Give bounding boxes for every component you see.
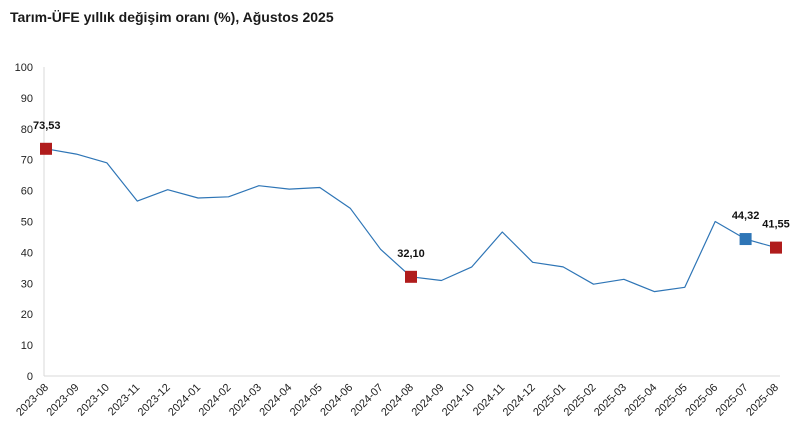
x-tick-label: 2025-08 xyxy=(744,382,781,419)
x-tick-label: 2025-07 xyxy=(714,382,751,419)
x-tick-label: 2025-03 xyxy=(592,382,629,419)
x-tick-label: 2024-06 xyxy=(318,382,355,419)
x-tick-label: 2024-04 xyxy=(257,382,294,419)
y-tick-label: 20 xyxy=(21,309,33,321)
y-tick-label: 30 xyxy=(21,278,33,290)
y-tick-label: 40 xyxy=(21,247,33,259)
x-tick-label: 2023-09 xyxy=(45,382,82,419)
x-tick-label: 2024-08 xyxy=(379,382,416,419)
x-tick-label: 2024-02 xyxy=(197,382,234,419)
x-tick-label: 2025-04 xyxy=(622,382,659,419)
y-tick-label: 80 xyxy=(21,124,33,136)
x-tick-label: 2024-03 xyxy=(227,382,264,419)
x-axis-ticks: 2023-082023-092023-102023-112023-122024-… xyxy=(14,382,781,419)
x-tick-label: 2024-12 xyxy=(501,382,538,419)
series-layer xyxy=(45,148,777,293)
x-tick-label: 2025-01 xyxy=(531,382,568,419)
x-tick-label: 2024-01 xyxy=(166,382,203,419)
chart-title: Tarım-ÜFE yıllık değişim oranı (%), Ağus… xyxy=(10,9,334,25)
x-tick-label: 2025-02 xyxy=(562,382,599,419)
data-label: 73,53 xyxy=(33,120,61,132)
series-line xyxy=(45,148,777,293)
y-tick-label: 0 xyxy=(27,371,33,383)
x-tick-label: 2023-12 xyxy=(136,382,173,419)
y-tick-label: 90 xyxy=(21,93,33,105)
axes xyxy=(43,67,780,377)
data-point-marker xyxy=(739,233,752,246)
data-point-marker xyxy=(405,270,417,283)
y-tick-label: 10 xyxy=(21,340,33,352)
x-tick-label: 2025-05 xyxy=(653,382,690,419)
data-label: 32,10 xyxy=(397,248,425,260)
y-tick-label: 70 xyxy=(21,155,33,167)
y-axis-ticks: 0 10 20 30 40 50 60 70 80 90 100 xyxy=(15,62,33,383)
x-tick-label: 2023-08 xyxy=(14,382,51,419)
data-label: 44,32 xyxy=(732,210,760,222)
y-tick-label: 60 xyxy=(21,186,33,198)
data-label: 41,55 xyxy=(762,219,790,231)
x-tick-label: 2025-06 xyxy=(683,382,720,419)
x-tick-label: 2024-09 xyxy=(410,382,447,419)
x-tick-label: 2024-07 xyxy=(349,382,386,419)
x-tick-label: 2024-05 xyxy=(288,382,325,419)
x-tick-label: 2024-10 xyxy=(440,382,477,419)
y-tick-label: 50 xyxy=(21,217,33,229)
data-point-marker xyxy=(770,241,782,254)
data-point-marker xyxy=(40,142,52,155)
y-tick-label: 100 xyxy=(15,62,33,74)
x-tick-label: 2023-10 xyxy=(75,382,112,419)
